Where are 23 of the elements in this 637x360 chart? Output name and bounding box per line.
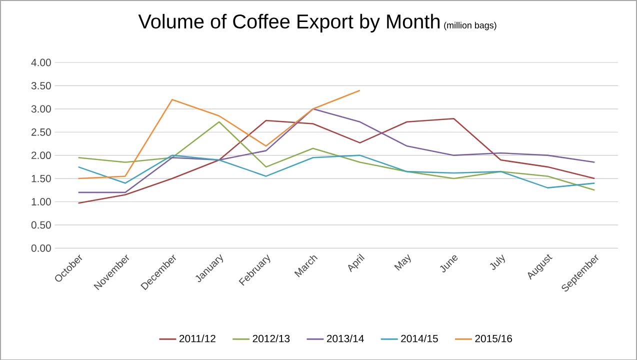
y-tick-label: 1.50 [32, 174, 51, 182]
line-series [78, 89, 361, 179]
y-tick-label: 1.00 [32, 198, 51, 206]
legend-label: 2015/16 [475, 334, 512, 342]
y-tick-label: 0.00 [31, 244, 51, 252]
legend-label: 2012/13 [252, 334, 290, 342]
y-tick-label: 0.50 [31, 221, 51, 228]
legend-label: 2013/14 [326, 334, 364, 342]
line-series [78, 121, 596, 191]
line-series [78, 108, 596, 193]
legend-label: 2014/15 [401, 334, 438, 342]
y-tick-label: 3.00 [31, 104, 51, 112]
legend-label: 2011/12 [179, 334, 216, 342]
y-tick-label: 2.50 [32, 128, 51, 136]
line-series [78, 154, 596, 188]
x-tick-label: July [490, 254, 505, 270]
y-tick-label: 4.00 [31, 58, 51, 66]
y-tick-label: 2.00 [32, 151, 51, 159]
chart-subtitle: (million bags) [444, 22, 496, 30]
x-tick-label: May [394, 254, 411, 270]
y-tick-label: 3.50 [31, 82, 51, 90]
line-series [78, 118, 596, 204]
chart-title: Volume of Coffee Export by Month [138, 14, 440, 32]
